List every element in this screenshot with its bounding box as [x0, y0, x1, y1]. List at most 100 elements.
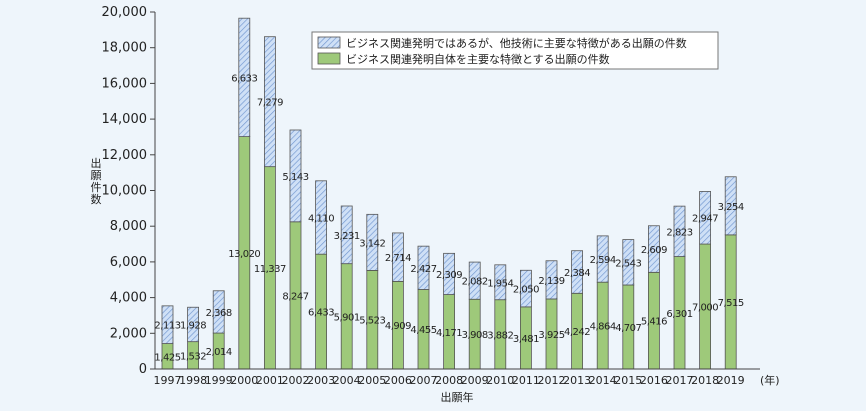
value-label-solid-2010: 3,882	[487, 330, 513, 341]
x-tick-label-1998: 1998	[179, 374, 207, 387]
y-tick-label: 18,000	[102, 41, 148, 56]
x-tick-label-2006: 2006	[384, 374, 412, 387]
value-label-solid-2003: 6,433	[308, 308, 334, 319]
x-unit-label: (年)	[760, 373, 780, 387]
value-label-solid-2011: 3,481	[513, 334, 539, 345]
bars-group: 1,425 2,113 1,532 1,928 2,014 2,368 13,020 6,63…	[154, 17, 744, 370]
value-label-solid-2008: 4,171	[436, 328, 462, 339]
x-tick-label-2009: 2009	[461, 374, 489, 387]
bar-hatched-2014	[596, 235, 609, 283]
y-tick-label: 6,000	[110, 255, 147, 270]
y-tick-label: 16,000	[102, 76, 148, 91]
bar-hatched-2018	[699, 191, 711, 245]
value-label-solid-2004: 5,901	[334, 312, 360, 323]
value-label-hatched-2002: 5,143	[282, 172, 308, 183]
x-tick-label-2001: 2001	[256, 374, 284, 387]
bar-hatched-2013	[571, 250, 583, 294]
value-label-hatched-2008: 2,309	[436, 270, 462, 281]
x-tick-label-2000: 2000	[230, 374, 258, 387]
value-label-solid-2019: 7,515	[718, 298, 744, 309]
bar-hatched-2003	[315, 180, 328, 255]
x-tick-label-2007: 2007	[410, 374, 438, 387]
value-label-hatched-2005: 3,142	[359, 238, 385, 249]
y-tick-label: 10,000	[102, 184, 148, 199]
x-tick-label-2015: 2015	[614, 374, 642, 387]
value-label-solid-2014: 4,864	[590, 322, 616, 333]
bar-hatched-2002	[289, 129, 302, 223]
legend: ビジネス関連発明ではあるが、他技術に主要な特徴がある出願の件数 ビジネス関連発明…	[311, 31, 719, 70]
x-axis-title: 出願年	[441, 390, 474, 404]
bar-hatched-2017	[673, 205, 686, 257]
x-tick-label-2011: 2011	[512, 374, 540, 387]
value-label-solid-2000: 13,020	[228, 249, 260, 260]
value-label-hatched-2009: 2,082	[462, 277, 488, 288]
value-label-hatched-2014: 2,594	[590, 255, 616, 266]
x-tick-label-2008: 2008	[435, 374, 463, 387]
bar-hatched-2005	[366, 213, 379, 271]
bar-hatched-2011	[520, 269, 532, 308]
value-label-solid-2009: 3,908	[462, 330, 488, 341]
value-label-solid-1998: 1,532	[180, 351, 206, 362]
y-tick-label: 14,000	[102, 112, 148, 127]
bar-hatched-2007	[417, 245, 430, 290]
value-label-hatched-2019: 3,254	[718, 202, 744, 213]
value-label-solid-2006: 4,909	[385, 321, 411, 332]
value-label-solid-2007: 4,455	[410, 325, 436, 336]
x-tick-label-2002: 2002	[282, 374, 310, 387]
y-axis: 0 2,000 4,000 6,000 8,000 10,000 12,000 14,000 1…	[102, 5, 156, 377]
value-label-hatched-2018: 2,947	[692, 214, 718, 225]
y-tick-label: 0	[139, 362, 147, 377]
x-tick-label-2018: 2018	[691, 374, 719, 387]
x-tick-label-1999: 1999	[205, 374, 233, 387]
x-tick-label-2016: 2016	[640, 374, 668, 387]
bar-hatched-2009	[468, 261, 481, 300]
value-label-hatched-2004: 3,231	[334, 231, 360, 242]
value-label-solid-2013: 4,242	[564, 327, 590, 338]
x-tick-label-2014: 2014	[589, 374, 617, 387]
value-label-hatched-2007: 2,427	[410, 264, 436, 275]
value-label-hatched-1998: 1,928	[180, 320, 206, 331]
bar-hatched-2001	[263, 36, 276, 168]
x-tick-label-2003: 2003	[307, 374, 335, 387]
value-label-solid-2016: 5,416	[641, 317, 667, 328]
bar-hatched-2000	[238, 17, 251, 137]
x-tick-label-1997: 1997	[154, 374, 182, 387]
bar-hatched-1997	[161, 305, 174, 344]
bar-hatched-2016	[648, 225, 660, 273]
bar-hatched-2006	[391, 232, 404, 282]
value-label-hatched-2001: 7,279	[257, 98, 283, 109]
x-tick-label-2013: 2013	[563, 374, 591, 387]
value-label-solid-2002: 8,247	[282, 291, 308, 302]
value-label-solid-1999: 2,014	[206, 347, 232, 358]
bar-hatched-2012	[545, 260, 558, 300]
y-tick-label: 2,000	[110, 326, 147, 341]
value-label-hatched-2016: 2,609	[641, 245, 667, 256]
y-tick-label: 8,000	[110, 219, 147, 234]
bar-hatched-2010	[494, 264, 507, 301]
x-tick-label-2017: 2017	[666, 374, 694, 387]
legend-swatch-hatched	[317, 36, 341, 49]
value-label-solid-2001: 11,337	[254, 264, 286, 275]
x-tick-label-2019: 2019	[717, 374, 745, 387]
value-label-hatched-2003: 4,110	[308, 213, 334, 224]
legend-box	[311, 31, 719, 70]
value-label-hatched-2000: 6,633	[231, 73, 257, 84]
value-label-hatched-2011: 2,050	[513, 285, 539, 296]
bar-hatched-2019	[724, 176, 737, 236]
x-tick-label-2010: 2010	[486, 374, 514, 387]
value-label-solid-1997: 1,425	[154, 352, 180, 363]
bar-hatched-2015	[622, 239, 635, 286]
y-tick-label: 20,000	[102, 5, 148, 20]
bar-hatched-2008	[443, 252, 456, 295]
value-label-solid-2018: 7,000	[692, 303, 718, 314]
x-tick-label-2004: 2004	[333, 374, 361, 387]
value-label-hatched-2010: 1,954	[487, 278, 513, 289]
legend-swatch-solid	[317, 52, 341, 65]
value-label-solid-2005: 5,523	[359, 316, 385, 327]
value-label-solid-2017: 6,301	[666, 309, 692, 320]
y-tick-label: 4,000	[110, 291, 147, 306]
legend-label-solid: ビジネス関連発明自体を主要な特徴とする出願の件数	[346, 52, 610, 66]
y-axis-title: 出願件数	[91, 156, 102, 206]
value-label-hatched-2015: 2,543	[615, 258, 641, 269]
